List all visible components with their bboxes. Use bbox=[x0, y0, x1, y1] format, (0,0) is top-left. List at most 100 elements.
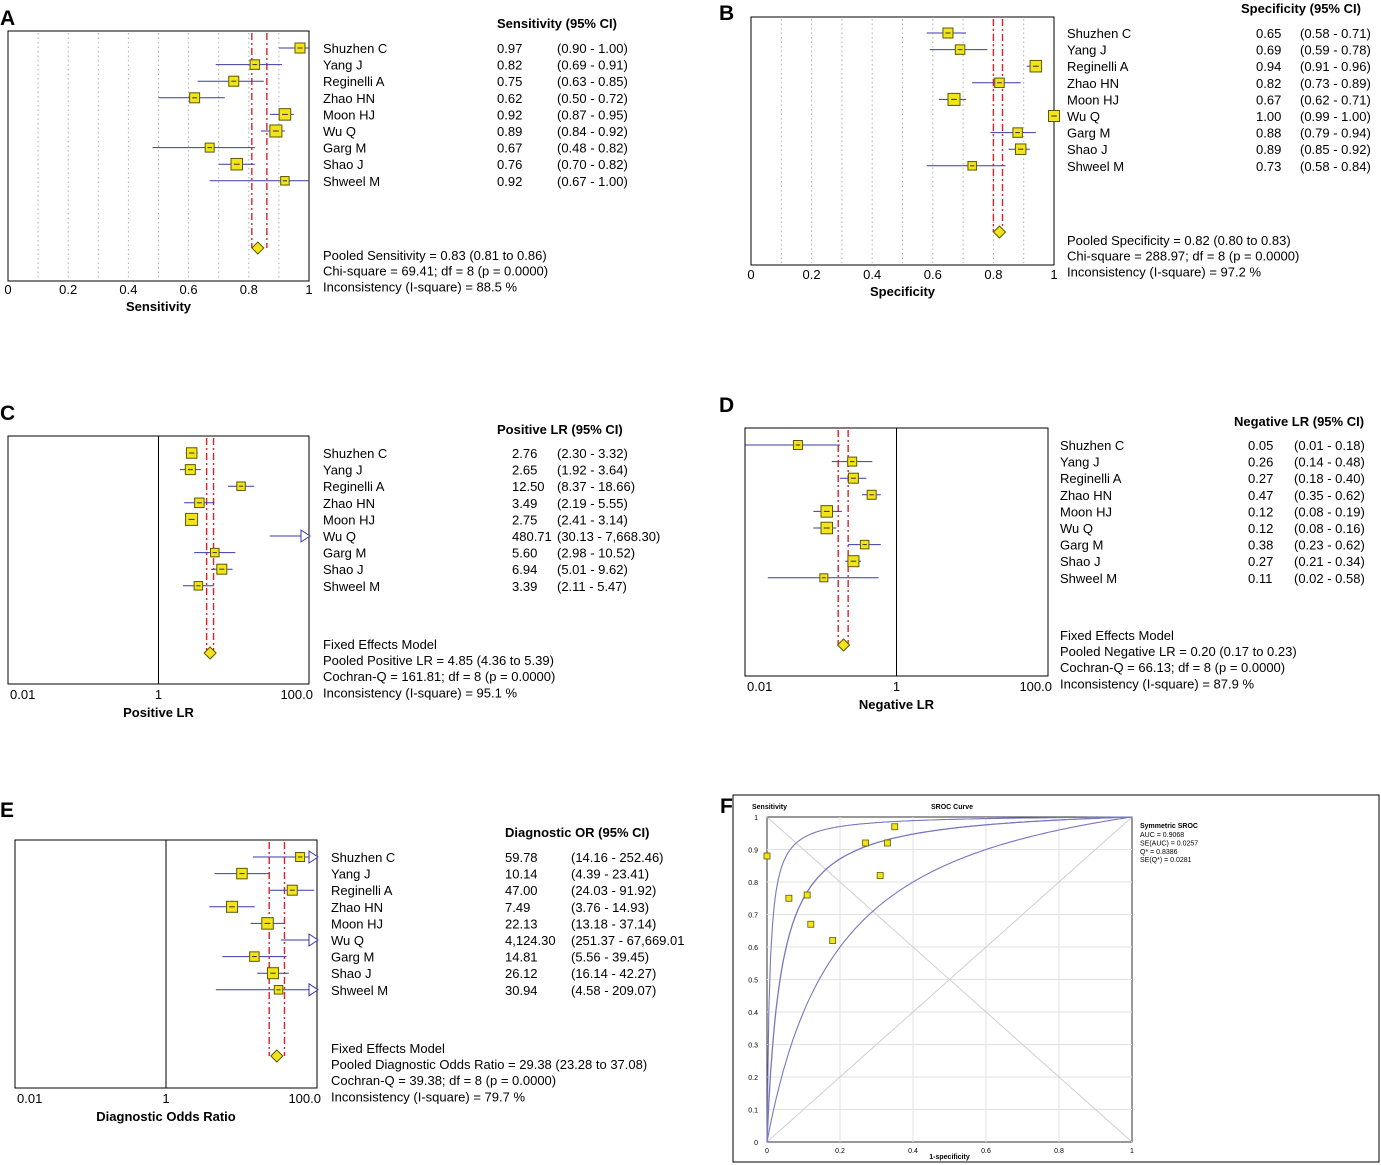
study-estimate: 30.94 bbox=[505, 983, 538, 998]
forest-panel-b: B Specificity (95% CI) Shuzhen C 0.65 (0.58 … bbox=[719, 1, 1371, 299]
study-ci: (0.18 - 0.40) bbox=[1294, 471, 1365, 486]
study-name: Wu Q bbox=[323, 124, 356, 139]
study-point bbox=[876, 872, 884, 879]
study-name: Reginelli A bbox=[323, 74, 385, 89]
tick-label: 100.0 bbox=[280, 687, 313, 702]
panel-letter: B bbox=[719, 2, 734, 25]
legend-line: SE(Q*) = 0.0281 bbox=[1140, 857, 1192, 864]
study-ci: (0.35 - 0.62) bbox=[1294, 488, 1365, 503]
study-name: Shuzhen C bbox=[331, 850, 395, 865]
offscale-arrow bbox=[308, 982, 319, 997]
x-axis-title: 1-specificity bbox=[929, 1154, 970, 1161]
study-estimate: 0.75 bbox=[497, 74, 522, 89]
x-tick-label: 0.6 bbox=[981, 1148, 991, 1155]
study-name: Shweel M bbox=[1067, 159, 1124, 174]
study-name: Wu Q bbox=[1067, 109, 1100, 124]
study-estimate: 3.49 bbox=[512, 496, 537, 511]
x-tick-label: 0 bbox=[765, 1148, 769, 1155]
study-estimate: 0.82 bbox=[1256, 76, 1281, 91]
study-estimate: 14.81 bbox=[505, 950, 538, 965]
tick-label: 0.4 bbox=[863, 267, 881, 282]
study-estimate: 12.50 bbox=[512, 479, 545, 494]
study-point bbox=[862, 839, 869, 847]
study-name: Zhao HN bbox=[323, 496, 375, 511]
study-name: Shao J bbox=[323, 157, 363, 172]
study-name: Moon HJ bbox=[1067, 92, 1119, 107]
study-ci: (2.19 - 5.55) bbox=[557, 496, 628, 511]
column-header: Diagnostic OR (95% CI) bbox=[505, 825, 649, 840]
study-estimate: 0.67 bbox=[1256, 92, 1281, 107]
study-estimate: 0.73 bbox=[1256, 159, 1281, 174]
y-tick-label: 0.9 bbox=[748, 848, 758, 855]
study-name: Shuzhen C bbox=[1060, 438, 1124, 453]
study-ci: (4.39 - 23.41) bbox=[571, 867, 649, 882]
study-estimate: 0.67 bbox=[497, 141, 522, 156]
tick-label: 0.6 bbox=[180, 282, 198, 297]
summary-line: Chi-square = 69.41; df = 8 (p = 0.0000) bbox=[323, 264, 548, 279]
study-estimate: 6.94 bbox=[512, 562, 537, 577]
study-name: Garg M bbox=[1067, 126, 1110, 141]
study-name: Reginelli A bbox=[1067, 59, 1129, 74]
sroc-panel: F Sensitivity SROC Curve 0 0.2 0.4 0.6 0.8 1 0 0.1… bbox=[720, 794, 1380, 1163]
y-tick-label: 0.5 bbox=[748, 978, 758, 985]
offscale-arrow bbox=[300, 529, 311, 543]
study-estimate: 5.60 bbox=[512, 546, 537, 561]
study-estimate: 0.12 bbox=[1248, 521, 1273, 536]
summary-line: Pooled Negative LR = 0.20 (0.17 to 0.23) bbox=[1060, 644, 1297, 659]
axis-label: Diagnostic Odds Ratio bbox=[96, 1109, 235, 1124]
study-name: Shweel M bbox=[323, 579, 380, 594]
summary-line: Fixed Effects Model bbox=[1060, 628, 1174, 643]
study-estimate: 0.27 bbox=[1248, 554, 1273, 569]
study-estimate: 2.65 bbox=[512, 463, 537, 478]
study-estimate: 2.75 bbox=[512, 512, 537, 527]
axis-label: Positive LR bbox=[123, 705, 194, 720]
tick-label: 1 bbox=[1050, 267, 1057, 282]
study-name: Shweel M bbox=[331, 983, 388, 998]
summary-line: Inconsistency (I-square) = 87.9 % bbox=[1060, 676, 1254, 691]
sroc-ci-curve bbox=[766, 816, 1133, 1143]
study-estimate: 2.76 bbox=[512, 446, 537, 461]
study-name: Wu Q bbox=[331, 933, 364, 948]
study-point bbox=[763, 852, 771, 860]
study-estimate: 0.26 bbox=[1248, 455, 1273, 470]
tick-label: 1 bbox=[162, 1091, 169, 1106]
study-ci: (14.16 - 252.46) bbox=[571, 850, 664, 865]
study-name: Yang J bbox=[323, 463, 363, 478]
sroc-ci-curve bbox=[766, 816, 1132, 1143]
study-name: Moon HJ bbox=[323, 512, 375, 527]
chart-title: SROC Curve bbox=[931, 804, 973, 811]
study-ci: (0.23 - 0.62) bbox=[1294, 538, 1365, 553]
study-ci: (0.90 - 1.00) bbox=[557, 41, 628, 56]
study-ci: (8.37 - 18.66) bbox=[557, 479, 635, 494]
panel-letter: C bbox=[0, 402, 15, 425]
study-ci: (30.13 - 7,668.30) bbox=[557, 529, 660, 544]
y-tick-label: 0.6 bbox=[748, 945, 758, 952]
forest-panel-d: D Negative LR (95% CI) Shuzhen C 0.05 (0.01 … bbox=[719, 394, 1365, 712]
legend-line: SE(AUC) = 0.0257 bbox=[1140, 840, 1198, 847]
axis-label: Specificity bbox=[870, 284, 936, 299]
study-estimate: 47.00 bbox=[505, 883, 538, 898]
x-tick-label: 0.4 bbox=[908, 1148, 918, 1155]
summary-line: Fixed Effects Model bbox=[323, 637, 437, 652]
study-name: Garg M bbox=[323, 141, 366, 156]
study-ci: (0.01 - 0.18) bbox=[1294, 438, 1365, 453]
study-ci: (24.03 - 91.92) bbox=[571, 883, 656, 898]
tick-label: 0.2 bbox=[59, 282, 77, 297]
pooled-diamond bbox=[251, 241, 265, 255]
tick-label: 0.6 bbox=[924, 267, 942, 282]
study-ci: (0.48 - 0.82) bbox=[557, 141, 628, 156]
y-axis-title: Sensitivity bbox=[752, 804, 787, 811]
study-name: Yang J bbox=[331, 867, 371, 882]
column-header: Specificity (95% CI) bbox=[1241, 1, 1361, 16]
legend-title: Symmetric SROC bbox=[1140, 823, 1198, 830]
summary-line: Cochran-Q = 39.38; df = 8 (p = 0.0000) bbox=[331, 1073, 556, 1088]
study-name: Yang J bbox=[1067, 43, 1107, 58]
study-estimate: 0.12 bbox=[1248, 504, 1273, 519]
tick-label: 0 bbox=[747, 267, 754, 282]
study-estimate: 0.69 bbox=[1256, 43, 1281, 58]
offscale-arrow bbox=[308, 850, 319, 864]
summary-line: Inconsistency (I-square) = 95.1 % bbox=[323, 685, 517, 700]
study-ci: (0.70 - 0.82) bbox=[557, 157, 628, 172]
study-name: Moon HJ bbox=[331, 916, 383, 931]
study-name: Zhao HN bbox=[323, 91, 375, 106]
